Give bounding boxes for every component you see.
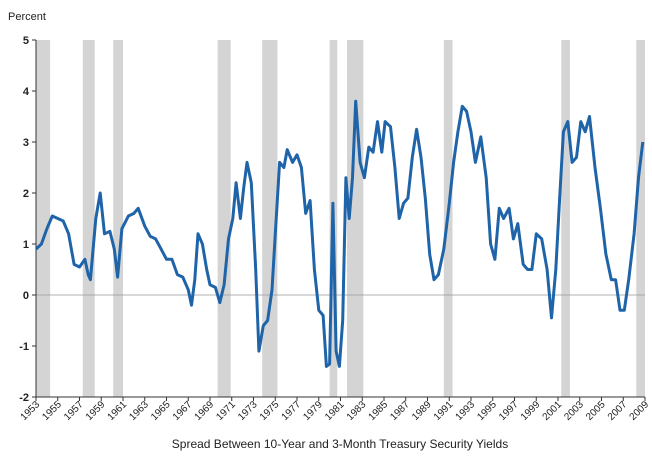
recession-band	[36, 40, 51, 397]
x-tick-label: 1987	[388, 399, 412, 423]
recession-band	[636, 40, 645, 397]
y-tick-label: -1	[19, 341, 29, 353]
x-tick-label: 1961	[106, 399, 130, 423]
x-tick-label: 1979	[301, 399, 325, 423]
y-tick-label: -2	[19, 392, 29, 404]
x-tick-label: 1977	[280, 399, 304, 423]
x-tick-label: 1975	[258, 399, 282, 423]
x-tick-label: 1995	[475, 399, 499, 423]
x-tick-label: 1997	[497, 399, 521, 423]
spread-line	[34, 99, 645, 368]
x-tick-label: 1981	[323, 399, 347, 423]
recession-band	[113, 40, 123, 397]
x-tick-label: 1983	[345, 399, 369, 423]
x-tick-label: 1985	[367, 399, 391, 423]
y-tick-label: 2	[23, 188, 29, 200]
recession-band	[561, 40, 570, 397]
x-tick-label: 1959	[84, 399, 108, 423]
x-tick-label: 1989	[410, 399, 434, 423]
x-tick-label: 1969	[193, 399, 217, 423]
y-tick-label: 3	[23, 137, 29, 149]
x-tick-label: 2003	[562, 399, 586, 423]
x-tick-label: 1971	[214, 399, 238, 423]
x-axis-label: Spread Between 10-Year and 3-Month Treas…	[172, 437, 508, 451]
recession-band	[217, 40, 231, 397]
y-axis-label: Percent	[8, 11, 46, 23]
recession-band	[82, 40, 95, 397]
x-tick-label: 1965	[149, 399, 173, 423]
x-tick-label: 2001	[541, 399, 565, 423]
x-tick-label: 1991	[432, 399, 456, 423]
x-tick-label: 1973	[236, 399, 260, 423]
y-tick-label: 1	[23, 239, 29, 251]
x-tick-label: 1963	[127, 399, 151, 423]
recession-band	[262, 40, 278, 397]
x-tick-label: 1999	[519, 399, 543, 423]
x-tick-label: 1993	[454, 399, 478, 423]
recession-band	[347, 40, 364, 397]
x-tick-label: 1967	[171, 399, 195, 423]
y-tick-label: 5	[23, 35, 29, 47]
y-tick-label: 0	[23, 290, 29, 302]
x-tick-label: 2005	[584, 399, 608, 423]
y-tick-label: 4	[23, 86, 30, 98]
x-tick-label: 1957	[62, 399, 86, 423]
x-tick-label: 2007	[606, 399, 630, 423]
x-tick-label: 1955	[40, 399, 64, 423]
x-tick-label: 2009	[628, 399, 652, 423]
